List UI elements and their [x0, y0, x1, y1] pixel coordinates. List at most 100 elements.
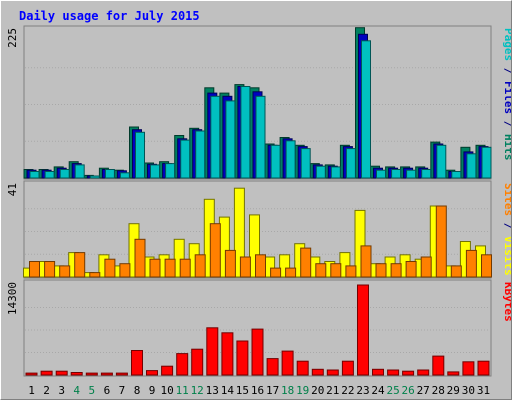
bar-sites-day-14: [224, 249, 236, 278]
bar-sites-day-9: [149, 258, 161, 278]
bar-pages-day-5: [89, 175, 100, 179]
bar-pages-day-10: [165, 163, 176, 179]
x-tick-label-day-30: 30: [462, 384, 475, 397]
x-tick-label-day-25: 25: [386, 384, 399, 397]
x-tick-label-day-6: 6: [104, 384, 111, 397]
bar-kbytes-day-7: [115, 372, 128, 376]
x-tick-label-day-23: 23: [356, 384, 369, 397]
x-tick-label-day-18: 18: [281, 384, 294, 397]
bar-sites-day-17: [270, 267, 282, 278]
bar-kbytes-day-11: [176, 353, 189, 376]
bar-kbytes-day-4: [70, 372, 83, 376]
panel-side-legend: KBytes: [502, 282, 511, 322]
bar-kbytes-day-5: [85, 372, 98, 376]
bar-kbytes-day-19: [296, 360, 309, 376]
bar-visits-day-15: [233, 187, 245, 278]
bar-pages-day-9: [150, 164, 160, 179]
bar-pages-day-2: [44, 171, 55, 179]
bar-pages-day-18: [285, 140, 296, 179]
bar-pages-day-12: [195, 130, 206, 179]
bar-pages-day-4: [74, 164, 85, 179]
legend-part: KBytes: [502, 282, 511, 322]
bar-sites-day-5: [89, 272, 101, 278]
bar-pages-day-27: [421, 169, 432, 179]
bar-kbytes-day-2: [40, 370, 53, 376]
bar-sites-day-22: [345, 265, 357, 278]
bar-kbytes-day-27: [417, 369, 430, 376]
bar-pages-day-7: [119, 172, 130, 179]
bar-sites-day-2: [44, 261, 56, 278]
bar-kbytes-day-10: [161, 365, 174, 376]
bar-kbytes-day-28: [432, 355, 445, 376]
bar-visits-day-11: [173, 238, 185, 278]
bar-sites-day-28: [435, 205, 447, 278]
bar-pages-day-20: [315, 165, 326, 179]
bar-pages-day-15: [240, 86, 251, 179]
bar-pages-day-19: [300, 148, 311, 179]
panel-side-legend: Sites / Visits: [502, 183, 511, 276]
x-tick-label-day-8: 8: [134, 384, 141, 397]
bar-sites-day-15: [239, 256, 251, 278]
bar-pages-day-28: [436, 144, 447, 179]
bar-sites-day-4: [74, 252, 86, 278]
bar-visits-day-23: [354, 209, 366, 278]
x-tick-label-day-1: 1: [28, 384, 35, 397]
bar-kbytes-day-25: [387, 369, 400, 376]
bar-sites-day-6: [104, 258, 116, 278]
x-tick-label-day-15: 15: [236, 384, 249, 397]
x-tick-label-day-5: 5: [88, 384, 95, 397]
bar-sites-day-12: [194, 254, 206, 278]
bar-sites-day-13: [209, 223, 221, 278]
bar-kbytes-day-3: [55, 370, 68, 376]
x-tick-label-day-10: 10: [160, 384, 173, 397]
bar-sites-day-21: [330, 263, 342, 278]
x-tick-label-day-16: 16: [251, 384, 264, 397]
x-tick-label-day-7: 7: [119, 384, 126, 397]
bar-pages-day-31: [481, 146, 492, 179]
bar-kbytes-day-13: [206, 327, 219, 376]
bar-visits-day-18: [279, 254, 291, 278]
x-tick-label-day-24: 24: [371, 384, 385, 397]
x-tick-label-day-13: 13: [206, 384, 219, 397]
y-max-label: 14300: [6, 282, 19, 315]
bar-pages-day-30: [466, 153, 477, 179]
legend-part: /: [502, 61, 511, 81]
bar-pages-day-17: [270, 144, 281, 179]
legend-part: Files: [502, 81, 511, 114]
bar-sites-day-24: [375, 263, 387, 278]
bar-pages-day-6: [104, 169, 115, 179]
x-tick-label-day-21: 21: [326, 384, 339, 397]
panel-kbytes: 14300 KBytes: [6, 279, 511, 377]
bar-pages-day-14: [225, 100, 236, 179]
bar-kbytes-day-1: [25, 372, 38, 376]
bar-pages-day-3: [59, 169, 70, 179]
bar-pages-day-23: [361, 40, 371, 179]
legend-part: Pages: [502, 28, 511, 61]
bar-sites-day-16: [255, 254, 266, 278]
bar-pages-day-24: [376, 169, 386, 179]
panel-hits-files-pages: 225 Pages / Files / Hits: [6, 25, 511, 180]
bar-pages-day-13: [210, 95, 221, 179]
bar-sites-day-23: [360, 245, 372, 278]
bar-kbytes-day-20: [311, 368, 324, 376]
bar-sites-day-20: [315, 263, 327, 278]
x-tick-label-day-9: 9: [149, 384, 156, 397]
panel-side-legend: Pages / Files / Hits: [502, 28, 511, 161]
bar-kbytes-day-16: [251, 328, 264, 376]
y-max-label: 225: [6, 28, 19, 48]
bar-kbytes-day-14: [221, 332, 234, 376]
bar-sites-day-11: [179, 258, 191, 278]
x-tick-label-day-19: 19: [296, 384, 309, 397]
bar-kbytes-day-26: [402, 370, 415, 376]
x-tick-label-day-28: 28: [432, 384, 445, 397]
legend-part: Visits: [502, 236, 511, 276]
x-tick-label-day-31: 31: [477, 384, 490, 397]
legend-part: /: [502, 216, 511, 236]
x-tick-label-day-20: 20: [311, 384, 324, 397]
bar-kbytes-day-23: [357, 284, 369, 376]
x-tick-label-day-27: 27: [417, 384, 430, 397]
bar-pages-day-8: [135, 131, 145, 179]
x-tick-label-day-14: 14: [221, 384, 235, 397]
bar-pages-day-21: [330, 166, 341, 179]
panel-visits-sites: 41 Sites / Visits: [6, 180, 511, 279]
